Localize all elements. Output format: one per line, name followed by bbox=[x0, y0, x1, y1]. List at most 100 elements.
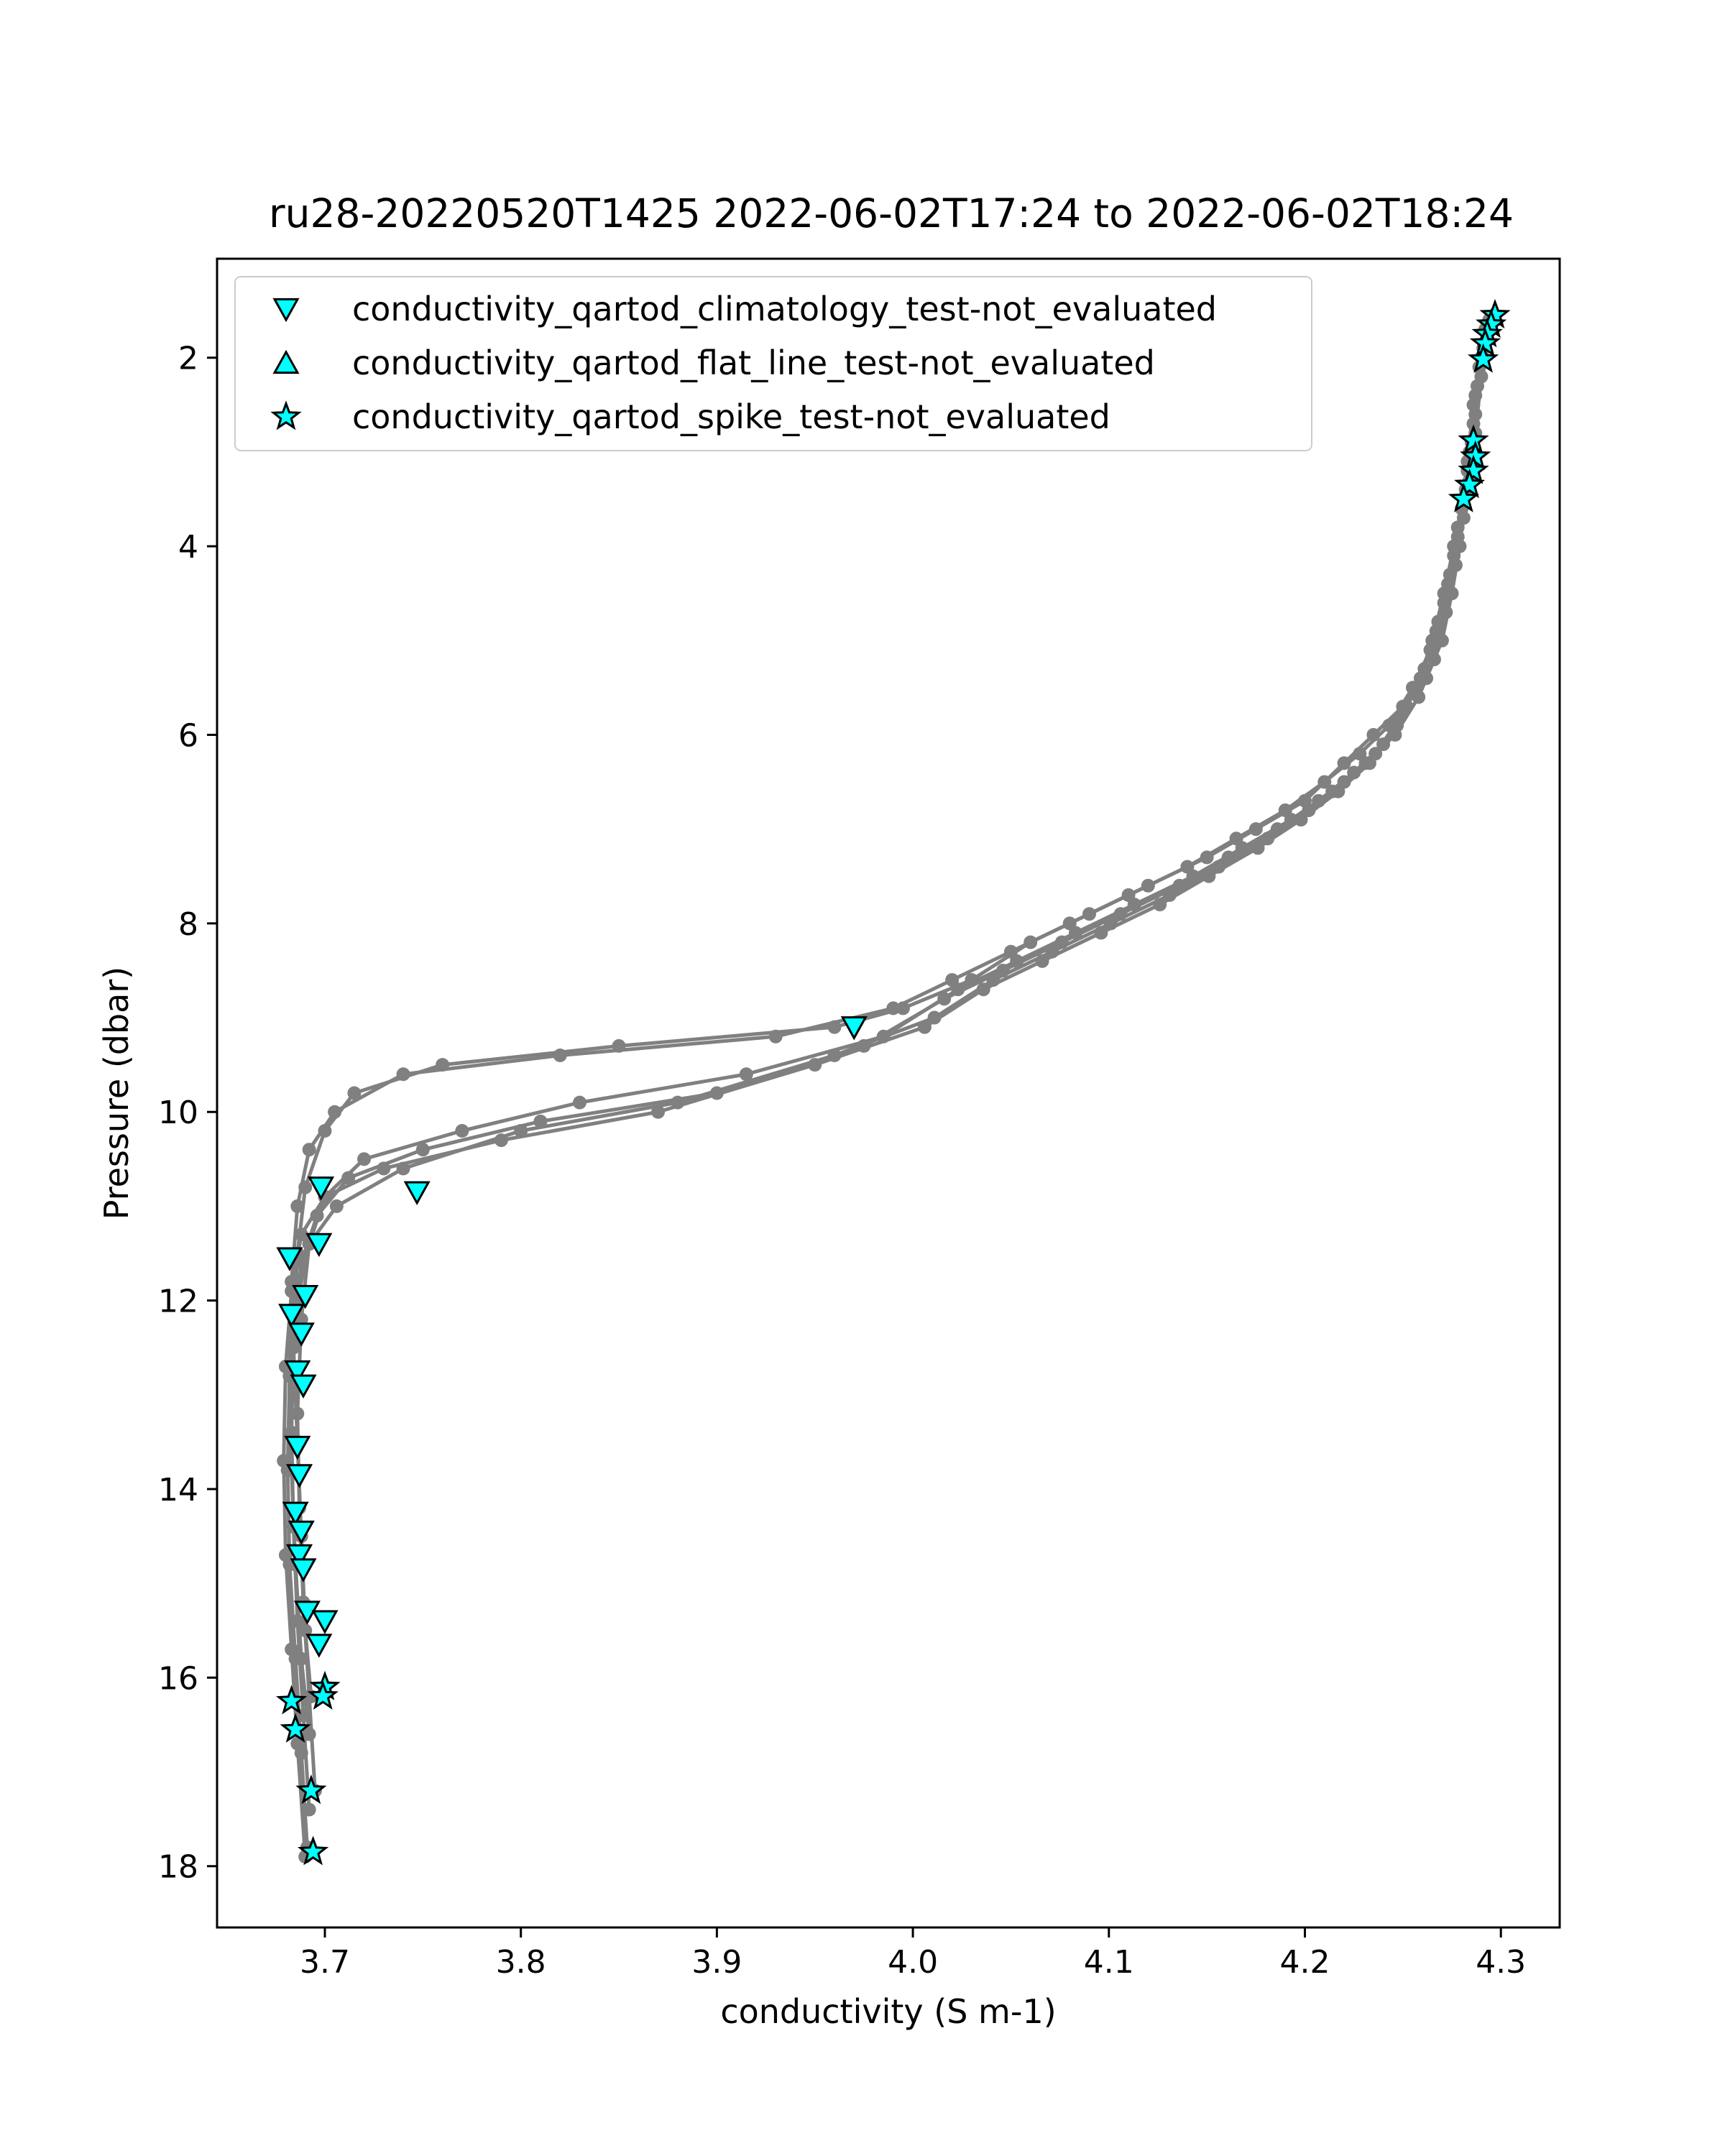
profile-point bbox=[285, 1642, 299, 1657]
profile-point bbox=[976, 982, 990, 997]
triangle-down-marker bbox=[282, 1501, 309, 1526]
triangle-down-marker bbox=[403, 1181, 431, 1206]
profile-point bbox=[1390, 718, 1404, 732]
profile-point bbox=[290, 1199, 305, 1213]
legend-box bbox=[234, 276, 1312, 451]
plot-frame bbox=[216, 257, 1561, 1929]
triangle-down-marker bbox=[288, 1520, 315, 1545]
legend-star-marker bbox=[270, 400, 302, 430]
triangle-down-marker bbox=[285, 1464, 313, 1488]
profile-point bbox=[1035, 954, 1049, 968]
x-tick-label: 3.7 bbox=[300, 1944, 350, 1981]
triangle-down-marker bbox=[284, 1435, 311, 1460]
profile-point bbox=[886, 1001, 901, 1015]
triangle-down-marker bbox=[311, 1610, 339, 1634]
legend-label: conductivity_qartod_climatology_test-not… bbox=[352, 290, 1217, 328]
triangle-down-marker bbox=[290, 1558, 317, 1583]
profile-point bbox=[917, 1020, 932, 1034]
star-marker bbox=[1467, 343, 1499, 373]
triangle-down-marker bbox=[840, 1016, 868, 1041]
profile-point bbox=[1337, 756, 1351, 770]
star-marker bbox=[1448, 482, 1480, 512]
y-tick-label: 16 bbox=[158, 1660, 198, 1697]
profile-point bbox=[651, 1105, 666, 1119]
y-tick-label: 8 bbox=[178, 906, 198, 943]
y-axis: 2 4 6 8 10 12 14 16 18 bbox=[158, 341, 217, 1886]
triangle-down-marker bbox=[290, 1374, 317, 1399]
star-marker bbox=[1458, 454, 1489, 484]
profile-point bbox=[341, 1171, 356, 1185]
profile-point bbox=[377, 1161, 391, 1176]
profile-point bbox=[1331, 784, 1346, 798]
y-tick-label: 4 bbox=[178, 529, 198, 566]
profile-point bbox=[533, 1114, 548, 1128]
profile-line-4 bbox=[290, 348, 1486, 1810]
profile-point bbox=[553, 1049, 567, 1063]
triangle-down-marker bbox=[305, 1634, 333, 1658]
profile-point bbox=[294, 1227, 308, 1242]
profile-point bbox=[1317, 775, 1332, 789]
profile-point bbox=[1447, 539, 1461, 553]
triangle-down-marker bbox=[307, 1176, 335, 1201]
profile-point bbox=[808, 1058, 822, 1072]
star-marker bbox=[295, 1774, 327, 1805]
profile-point bbox=[347, 1086, 362, 1100]
profile-point bbox=[455, 1123, 469, 1138]
y-tick-label: 18 bbox=[158, 1849, 198, 1886]
legend-label: conductivity_qartod_flat_line_test-not_e… bbox=[352, 344, 1155, 382]
star-marker bbox=[307, 1680, 339, 1710]
profile-point bbox=[1409, 681, 1424, 695]
triangle-down-marker bbox=[278, 1304, 305, 1328]
profile-point bbox=[415, 1143, 430, 1157]
profile-point bbox=[937, 992, 952, 1006]
x-axis: 3.7 3.8 3.9 4.0 4.1 4.2 4.3 bbox=[300, 1927, 1526, 1981]
legend: conductivity_qartod_climatology_test-not… bbox=[234, 276, 1312, 451]
triangle-down-marker bbox=[292, 1284, 319, 1309]
profile-point bbox=[739, 1067, 753, 1082]
y-tick-label: 10 bbox=[158, 1095, 198, 1131]
triangle-down-marker bbox=[305, 1233, 333, 1258]
profile-point bbox=[1425, 633, 1440, 648]
profile-point bbox=[572, 1095, 586, 1110]
profile-point bbox=[768, 1029, 783, 1044]
profile-point bbox=[329, 1199, 344, 1213]
y-tick-label: 12 bbox=[158, 1284, 198, 1320]
series-triangle-down bbox=[276, 1016, 868, 1658]
profile-point bbox=[357, 1152, 372, 1166]
profile-point bbox=[1294, 813, 1308, 827]
profile-point bbox=[278, 1548, 293, 1562]
legend-triangle-up-marker bbox=[272, 349, 300, 374]
x-tick-label: 4.0 bbox=[888, 1944, 938, 1981]
chart-title: ru28-20220520T1425 2022-06-02T17:24 to 2… bbox=[269, 190, 1514, 236]
profile-point bbox=[1094, 926, 1108, 940]
triangle-down-marker bbox=[288, 1322, 315, 1347]
profile-point bbox=[1153, 898, 1167, 912]
series-star bbox=[275, 298, 1511, 1866]
profile-line-6 bbox=[282, 367, 1481, 1857]
profile-point bbox=[1302, 803, 1316, 817]
x-tick-label: 4.3 bbox=[1476, 1944, 1526, 1981]
x-axis-label: conductivity (S m-1) bbox=[720, 1992, 1056, 2031]
profile-point bbox=[290, 1406, 305, 1421]
y-tick-label: 2 bbox=[178, 341, 198, 377]
profile-point bbox=[514, 1123, 528, 1138]
legend-label: conductivity_qartod_spike_test-not_evalu… bbox=[352, 397, 1110, 436]
y-tick-label: 14 bbox=[158, 1472, 198, 1508]
plot-area bbox=[275, 298, 1511, 1866]
star-marker bbox=[275, 1685, 308, 1715]
triangle-down-marker bbox=[276, 1247, 303, 1271]
profile-point bbox=[1466, 397, 1481, 412]
profile-point bbox=[494, 1133, 508, 1148]
profile-point bbox=[1427, 653, 1441, 667]
profile-point bbox=[1437, 586, 1451, 601]
profile-point bbox=[1202, 869, 1216, 883]
profile-point bbox=[290, 1736, 305, 1751]
star-marker bbox=[1453, 469, 1486, 499]
star-marker bbox=[297, 1835, 329, 1866]
x-tick-label: 3.9 bbox=[691, 1944, 742, 1981]
x-tick-label: 4.1 bbox=[1084, 1944, 1134, 1981]
star-marker bbox=[280, 1713, 311, 1743]
profile-line-5 bbox=[285, 357, 1484, 1848]
triangle-down-marker bbox=[285, 1544, 313, 1569]
